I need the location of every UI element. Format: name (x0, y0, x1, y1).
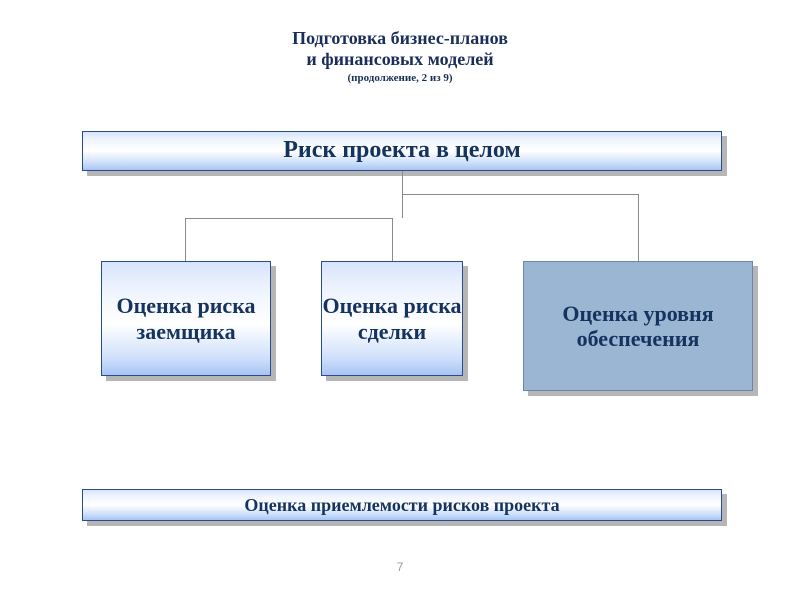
connector-drop-c1 (185, 218, 186, 261)
footer-box: Оценка приемлемости рисков проекта (82, 489, 722, 521)
title-subtext: (продолжение, 2 из 9) (0, 72, 800, 84)
header-box: Риск проекта в целом (82, 131, 722, 171)
footer-box-text: Оценка приемлемости рисков проекта (244, 495, 559, 516)
child-box-collateral-level: Оценка уровня обеспечения (523, 261, 753, 391)
child-box-3-text: Оценка уровня обеспечения (524, 301, 752, 352)
connector-drop-c2 (392, 218, 393, 261)
slide-root: Подготовка бизнес-планов и финансовых мо… (0, 0, 800, 600)
page-number: 7 (0, 560, 800, 574)
header-box-text: Риск проекта в целом (283, 137, 521, 165)
slide-title: Подготовка бизнес-планов и финансовых мо… (0, 28, 800, 84)
title-line-1: Подготовка бизнес-планов (0, 28, 800, 49)
child-box-1-text: Оценка риска заемщика (102, 293, 270, 344)
child-box-borrower-risk: Оценка риска заемщика (101, 261, 271, 376)
connector-drop-c3 (638, 194, 639, 261)
title-line-2: и финансовых моделей (0, 49, 800, 70)
child-box-2-text: Оценка риска сделки (322, 293, 462, 344)
connector-bus-left (185, 218, 392, 219)
connector-bus-upper (402, 194, 638, 195)
child-box-deal-risk: Оценка риска сделки (321, 261, 463, 376)
